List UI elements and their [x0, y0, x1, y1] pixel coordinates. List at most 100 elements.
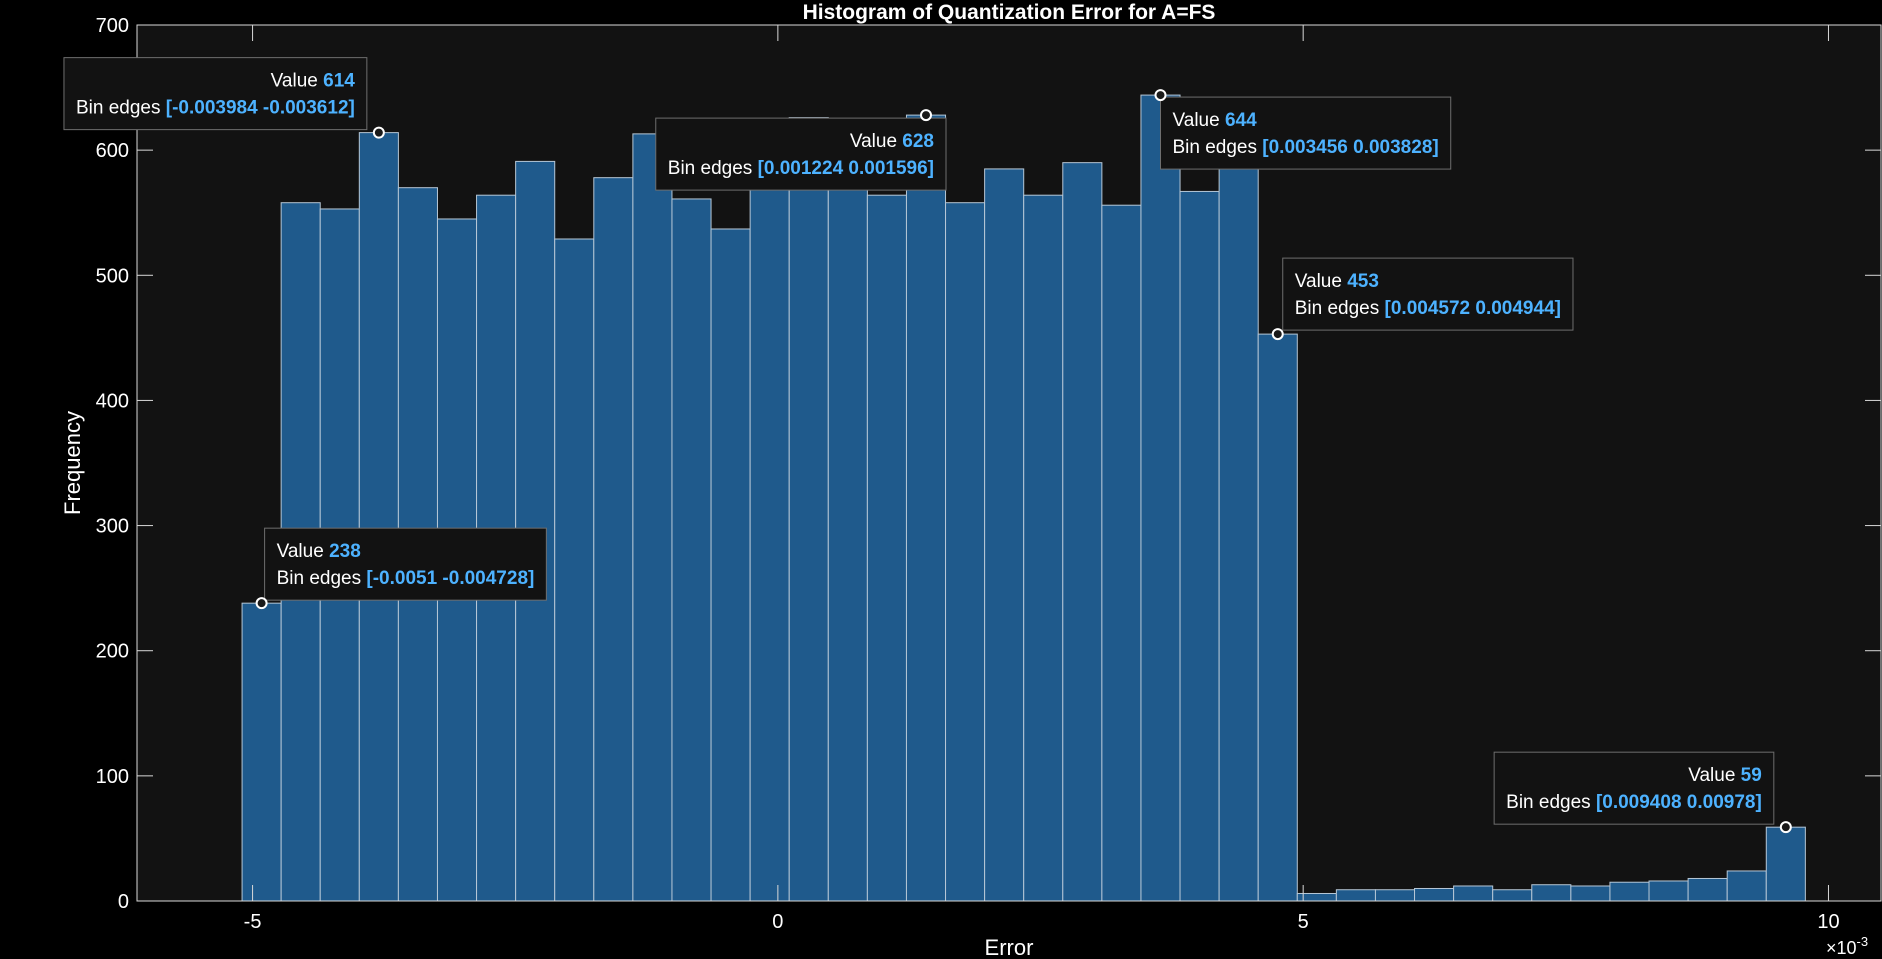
- histogram-bar-25: [1218, 137, 1259, 902]
- histogram-bar-24: [1179, 190, 1220, 902]
- x-tick-label: 5: [1298, 911, 1309, 933]
- datatip-edges: [0.004572 0.004944]: [1385, 298, 1561, 319]
- datatip-value-label: Value: [1295, 271, 1347, 292]
- chart-title: Histogram of Quantization Error for A=FS: [803, 1, 1216, 24]
- histogram-bar-30: [1414, 887, 1455, 902]
- datatip-marker[interactable]: [1154, 89, 1167, 102]
- datatip-3[interactable]: Value 453 Bin edges [0.004572 0.004944]: [1282, 257, 1574, 331]
- y-tick-label: 100: [96, 766, 129, 788]
- datatip-box: [1282, 257, 1574, 331]
- datatip-value-line: Value 614: [271, 71, 356, 92]
- histogram-bar-10: [632, 133, 673, 902]
- histogram-bar-34: [1570, 885, 1611, 902]
- histogram-bar-15: [827, 132, 868, 902]
- datatip-marker[interactable]: [1779, 821, 1792, 834]
- datatip-value: 628: [902, 131, 934, 152]
- x-exponent-base: ×10: [1826, 938, 1857, 958]
- y-tick-label: 200: [96, 641, 129, 663]
- datatip-value-label: Value: [1688, 765, 1740, 786]
- datatip-box: [63, 57, 368, 131]
- datatip-box: [655, 117, 947, 191]
- histogram-bar-0: [241, 602, 282, 902]
- datatip-marker[interactable]: [255, 597, 268, 610]
- histogram-bar-9: [593, 177, 634, 902]
- histogram-bar-12: [710, 228, 751, 902]
- datatip-edges: [-0.003984 -0.003612]: [166, 98, 355, 119]
- datatip-edges: [0.001224 0.001596]: [758, 158, 934, 179]
- datatip-edges-label: Bin edges: [277, 568, 367, 589]
- datatip-edges-label: Bin edges: [1172, 137, 1262, 158]
- datatip-marker[interactable]: [372, 126, 385, 139]
- y-tick-label: 600: [96, 140, 129, 162]
- histogram-bar-3: [358, 132, 399, 902]
- datatip-4[interactable]: Value 238 Bin edges [-0.0051 -0.004728]: [264, 527, 547, 601]
- datatip-edges-line: Bin edges [0.001224 0.001596]: [668, 158, 934, 179]
- datatip-edges-label: Bin edges: [668, 158, 758, 179]
- histogram-bar-33: [1531, 884, 1572, 902]
- datatip-value-label: Value: [271, 71, 323, 92]
- datatips-group: Value 614 Bin edges [-0.003984 -0.003612]…: [63, 57, 1792, 834]
- x-exponent-label: ×10-3: [1826, 934, 1868, 958]
- datatip-value-line: Value 238: [277, 541, 361, 562]
- histogram-bar-22: [1101, 204, 1142, 902]
- datatip-box: [1159, 96, 1452, 170]
- datatip-0[interactable]: Value 614 Bin edges [-0.003984 -0.003612]: [63, 57, 368, 131]
- datatip-value-line: Value 644: [1172, 110, 1257, 131]
- datatip-value: 59: [1741, 765, 1762, 786]
- datatip-edges-line: Bin edges [-0.003984 -0.003612]: [76, 98, 355, 119]
- histogram-bar-14: [788, 117, 829, 902]
- datatip-edges-label: Bin edges: [1506, 792, 1596, 813]
- datatip-edges-line: Bin edges [0.009408 0.00978]: [1506, 792, 1762, 813]
- histogram-bar-23: [1140, 94, 1181, 902]
- y-tick-label: 0: [118, 891, 129, 913]
- datatip-edges-line: Bin edges [0.004572 0.004944]: [1295, 298, 1561, 319]
- histogram-bar-37: [1687, 877, 1728, 902]
- histogram-bar-18: [945, 202, 986, 902]
- datatip-edges: [0.003456 0.003828]: [1262, 137, 1438, 158]
- histogram-bar-31: [1453, 885, 1494, 902]
- histogram-bar-32: [1492, 889, 1533, 902]
- datatip-box: [264, 527, 547, 601]
- histogram-bar-36: [1648, 880, 1689, 902]
- datatip-edges: [-0.0051 -0.004728]: [366, 568, 534, 589]
- datatip-value-label: Value: [277, 541, 329, 562]
- x-tick-label: 0: [772, 911, 783, 933]
- datatip-2[interactable]: Value 644 Bin edges [0.003456 0.003828]: [1159, 96, 1452, 170]
- histogram-bar-11: [671, 198, 712, 902]
- datatip-edges: [0.009408 0.00978]: [1596, 792, 1762, 813]
- x-axis-label: Error: [985, 935, 1034, 959]
- datatip-value: 614: [323, 71, 355, 92]
- datatip-value-label: Value: [850, 131, 902, 152]
- datatip-marker[interactable]: [920, 109, 933, 122]
- histogram-bar-28: [1335, 889, 1376, 902]
- datatip-value-line: Value 59: [1688, 765, 1762, 786]
- histogram-bar-26: [1257, 333, 1298, 902]
- histogram-bar-21: [1062, 162, 1103, 902]
- histogram-bar-39: [1765, 826, 1806, 902]
- datatip-edges-line: Bin edges [-0.0051 -0.004728]: [277, 568, 535, 589]
- x-exponent-power: -3: [1857, 934, 1869, 949]
- histogram-bar-20: [1023, 194, 1064, 902]
- y-tick-label: 400: [96, 390, 129, 412]
- y-axis-label: Frequency: [60, 411, 85, 515]
- datatip-1[interactable]: Value 628 Bin edges [0.001224 0.001596]: [655, 117, 947, 191]
- datatip-marker[interactable]: [1271, 328, 1284, 341]
- histogram-bar-38: [1726, 870, 1767, 902]
- histogram-bar-19: [984, 168, 1025, 902]
- datatip-box: [1493, 751, 1775, 825]
- histogram-bar-16: [866, 194, 907, 902]
- histogram-bar-8: [554, 238, 595, 902]
- y-tick-label: 300: [96, 516, 129, 538]
- datatip-edges-label: Bin edges: [1295, 298, 1385, 319]
- datatip-5[interactable]: Value 59 Bin edges [0.009408 0.00978]: [1493, 751, 1775, 825]
- datatip-value: 453: [1347, 271, 1379, 292]
- datatip-edges-label: Bin edges: [76, 98, 166, 119]
- datatip-edges-line: Bin edges [0.003456 0.003828]: [1172, 137, 1438, 158]
- datatip-value-line: Value 453: [1295, 271, 1379, 292]
- y-tick-label: 700: [96, 15, 129, 37]
- datatip-value-label: Value: [1172, 110, 1224, 131]
- y-tick-label: 500: [96, 265, 129, 287]
- histogram-bar-13: [749, 140, 790, 902]
- x-tick-label: -5: [244, 911, 262, 933]
